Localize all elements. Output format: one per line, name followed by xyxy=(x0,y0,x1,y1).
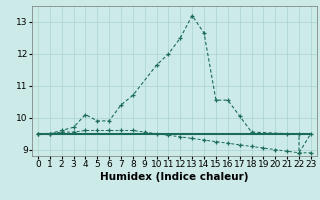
X-axis label: Humidex (Indice chaleur): Humidex (Indice chaleur) xyxy=(100,172,249,182)
